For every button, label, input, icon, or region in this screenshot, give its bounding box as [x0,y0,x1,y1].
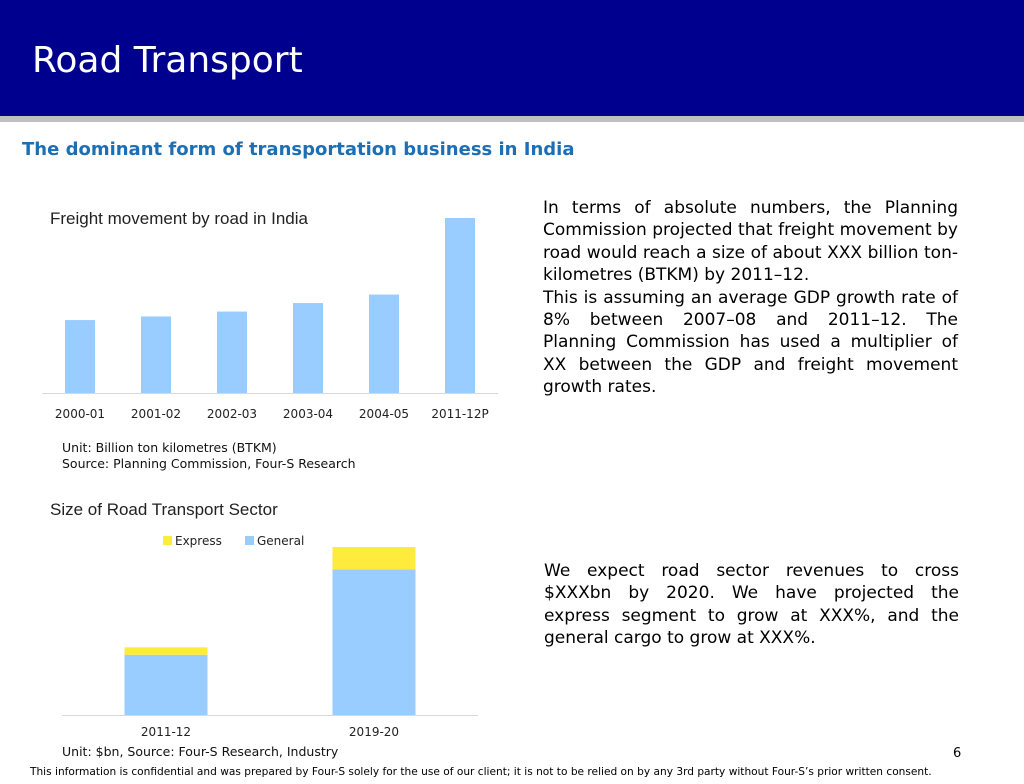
x-tick-label: 2000-01 [55,407,105,421]
confidentiality-footer: This information is confidential and was… [30,766,932,778]
slide-subtitle: The dominant form of transportation busi… [22,139,575,160]
bar-2003-04 [293,303,323,393]
title-bar [0,0,1024,116]
bar-2002-03 [217,311,247,393]
freight-commentary: In terms of absolute numbers, the Planni… [543,197,958,399]
legend-swatch-express [163,536,172,545]
legend-label-general: General [257,534,304,548]
sector-size-chart-svg: Express General 2011-12 2019-20 [62,534,478,739]
x-tick-label: 2001-02 [131,407,181,421]
chart2-title: Size of Road Transport Sector [50,500,278,519]
x-tick-label: 2004-05 [359,407,409,421]
revenue-commentary: We expect road sector revenues to cross … [544,560,959,650]
bar-2000-01 [65,320,95,393]
title-bar-stripe [0,116,1024,122]
bar-general-2019-20 [332,569,416,715]
chart1-title: Freight movement by road in India [50,209,308,228]
legend-label-express: Express [175,534,222,548]
x-tick-label: 2011-12 [141,725,191,739]
sector-size-chart: Express General 2011-12 2019-20 [0,525,520,745]
freight-paragraph-2: This is assuming an average GDP growth r… [543,287,958,398]
legend-swatch-general [245,536,254,545]
freight-chart-svg: 2000-01 2001-02 2002-03 2003-04 2004-05 2011-… [42,218,498,421]
bar-express-2011-12 [124,647,208,655]
chart1-source-note: Source: Planning Commission, Four-S Rese… [62,456,356,471]
bar-2011-12P [445,218,475,393]
page-number: 6 [953,746,962,761]
freight-chart: 2000-01 2001-02 2002-03 2003-04 2004-05 2011-… [0,190,520,440]
x-tick-label: 2002-03 [207,407,257,421]
revenue-paragraph: We expect road sector revenues to cross … [544,561,959,649]
bar-express-2019-20 [332,547,416,570]
x-tick-label: 2003-04 [283,407,333,421]
x-tick-label: 2011-12P [431,407,488,421]
slide-title: Road Transport [32,40,303,81]
bar-2001-02 [141,316,171,393]
x-tick-label: 2019-20 [349,725,399,739]
bar-2004-05 [369,294,399,393]
chart2-unit-note: Unit: $bn, Source: Four-S Research, Indu… [62,744,339,759]
chart1-unit-note: Unit: Billion ton kilometres (BTKM) [62,440,277,455]
bar-general-2011-12 [124,654,208,715]
freight-paragraph-1: In terms of absolute numbers, the Planni… [543,198,958,286]
